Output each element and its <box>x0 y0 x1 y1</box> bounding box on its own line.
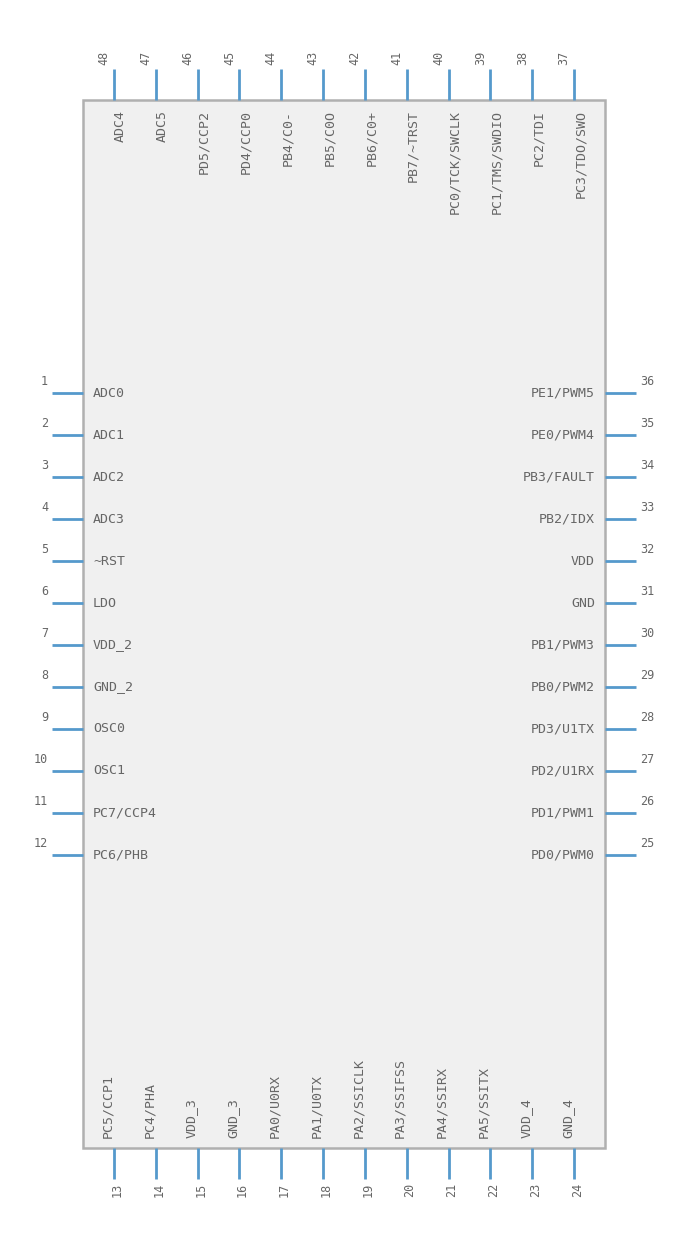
Text: 46: 46 <box>181 51 194 65</box>
Text: 27: 27 <box>640 753 654 766</box>
Text: PC1/TMS/SWDIO: PC1/TMS/SWDIO <box>491 110 504 213</box>
Text: PC6/PHB: PC6/PHB <box>93 849 149 861</box>
Text: ADC2: ADC2 <box>93 470 125 484</box>
Text: 12: 12 <box>34 836 48 850</box>
Text: ADC5: ADC5 <box>155 110 169 142</box>
Text: PC5/CCP1: PC5/CCP1 <box>101 1075 114 1138</box>
Text: 4: 4 <box>41 502 48 514</box>
Text: OSC0: OSC0 <box>93 723 125 735</box>
Text: 28: 28 <box>640 711 654 724</box>
Text: ADC0: ADC0 <box>93 387 125 399</box>
Text: 5: 5 <box>41 543 48 557</box>
Text: 40: 40 <box>432 51 445 65</box>
Text: 38: 38 <box>516 51 529 65</box>
Text: PB5/C0O: PB5/C0O <box>323 110 336 166</box>
Text: 23: 23 <box>529 1183 541 1197</box>
Text: OSC1: OSC1 <box>93 764 125 778</box>
Text: 36: 36 <box>640 376 654 388</box>
Text: PA0/U0RX: PA0/U0RX <box>268 1075 281 1138</box>
Text: 43: 43 <box>307 51 320 65</box>
Text: PE1/PWM5: PE1/PWM5 <box>531 387 595 399</box>
Text: PA2/SSICLK: PA2/SSICLK <box>352 1058 365 1138</box>
Text: 20: 20 <box>403 1183 416 1197</box>
Text: PB3/FAULT: PB3/FAULT <box>523 470 595 484</box>
Text: 19: 19 <box>361 1183 374 1197</box>
Text: 21: 21 <box>445 1183 458 1197</box>
Text: 45: 45 <box>223 51 236 65</box>
Text: 7: 7 <box>41 626 48 640</box>
Text: PC4/PHA: PC4/PHA <box>143 1082 155 1138</box>
Text: 39: 39 <box>474 51 487 65</box>
Text: PA5/SSITX: PA5/SSITX <box>477 1066 491 1138</box>
Bar <box>83 100 605 1148</box>
Text: PB2/IDX: PB2/IDX <box>539 513 595 525</box>
Text: GND_3: GND_3 <box>226 1098 239 1138</box>
Text: 25: 25 <box>640 836 654 850</box>
Text: 31: 31 <box>640 585 654 598</box>
Text: 1: 1 <box>41 376 48 388</box>
Text: 6: 6 <box>41 585 48 598</box>
Text: 30: 30 <box>640 626 654 640</box>
Text: 35: 35 <box>640 417 654 431</box>
Text: PC7/CCP4: PC7/CCP4 <box>93 806 157 819</box>
Text: PB0/PWM2: PB0/PWM2 <box>531 680 595 694</box>
Text: PB6/C0+: PB6/C0+ <box>365 110 378 166</box>
Text: 3: 3 <box>41 459 48 472</box>
Text: 47: 47 <box>140 51 152 65</box>
Text: PD2/U1RX: PD2/U1RX <box>531 764 595 778</box>
Text: 41: 41 <box>390 51 403 65</box>
Text: PA3/SSIFSS: PA3/SSIFSS <box>394 1058 407 1138</box>
Text: GND_4: GND_4 <box>561 1098 574 1138</box>
Text: 10: 10 <box>34 753 48 766</box>
Text: PB7/~TRST: PB7/~TRST <box>407 110 420 182</box>
Text: 37: 37 <box>558 51 570 65</box>
Text: PA4/SSIRX: PA4/SSIRX <box>436 1066 449 1138</box>
Text: 48: 48 <box>98 51 111 65</box>
Text: 24: 24 <box>570 1183 583 1197</box>
Text: PD3/U1TX: PD3/U1TX <box>531 723 595 735</box>
Text: 34: 34 <box>640 459 654 472</box>
Text: 16: 16 <box>236 1183 249 1197</box>
Text: VDD_2: VDD_2 <box>93 639 133 651</box>
Text: 13: 13 <box>111 1183 123 1197</box>
Text: 2: 2 <box>41 417 48 431</box>
Text: 33: 33 <box>640 502 654 514</box>
Text: 26: 26 <box>640 795 654 807</box>
Text: 32: 32 <box>640 543 654 557</box>
Text: PD0/PWM0: PD0/PWM0 <box>531 849 595 861</box>
Text: PB1/PWM3: PB1/PWM3 <box>531 639 595 651</box>
Text: 15: 15 <box>194 1183 207 1197</box>
Text: ADC4: ADC4 <box>114 110 127 142</box>
Text: 44: 44 <box>265 51 278 65</box>
Text: VDD_3: VDD_3 <box>184 1098 197 1138</box>
Text: GND: GND <box>571 597 595 609</box>
Text: PA1/U0TX: PA1/U0TX <box>310 1075 323 1138</box>
Text: 42: 42 <box>349 51 361 65</box>
Text: PD5/CCP2: PD5/CCP2 <box>197 110 211 173</box>
Text: 29: 29 <box>640 669 654 681</box>
Text: VDD: VDD <box>571 554 595 568</box>
Text: PD4/CCP0: PD4/CCP0 <box>239 110 252 173</box>
Text: PC2/TDI: PC2/TDI <box>533 110 545 166</box>
Text: 22: 22 <box>487 1183 500 1197</box>
Text: 8: 8 <box>41 669 48 681</box>
Text: ADC3: ADC3 <box>93 513 125 525</box>
Text: ~RST: ~RST <box>93 554 125 568</box>
Text: GND_2: GND_2 <box>93 680 133 694</box>
Text: 14: 14 <box>152 1183 165 1197</box>
Text: PC3/TDO/SWO: PC3/TDO/SWO <box>574 110 587 198</box>
Text: LDO: LDO <box>93 597 117 609</box>
Text: 9: 9 <box>41 711 48 724</box>
Text: PD1/PWM1: PD1/PWM1 <box>531 806 595 819</box>
Text: VDD_4: VDD_4 <box>519 1098 533 1138</box>
Text: PE0/PWM4: PE0/PWM4 <box>531 429 595 442</box>
Text: PB4/C0-: PB4/C0- <box>281 110 294 166</box>
Text: PC0/TCK/SWCLK: PC0/TCK/SWCLK <box>449 110 462 213</box>
Text: 18: 18 <box>320 1183 332 1197</box>
Text: 17: 17 <box>278 1183 291 1197</box>
Text: 11: 11 <box>34 795 48 807</box>
Text: ADC1: ADC1 <box>93 429 125 442</box>
